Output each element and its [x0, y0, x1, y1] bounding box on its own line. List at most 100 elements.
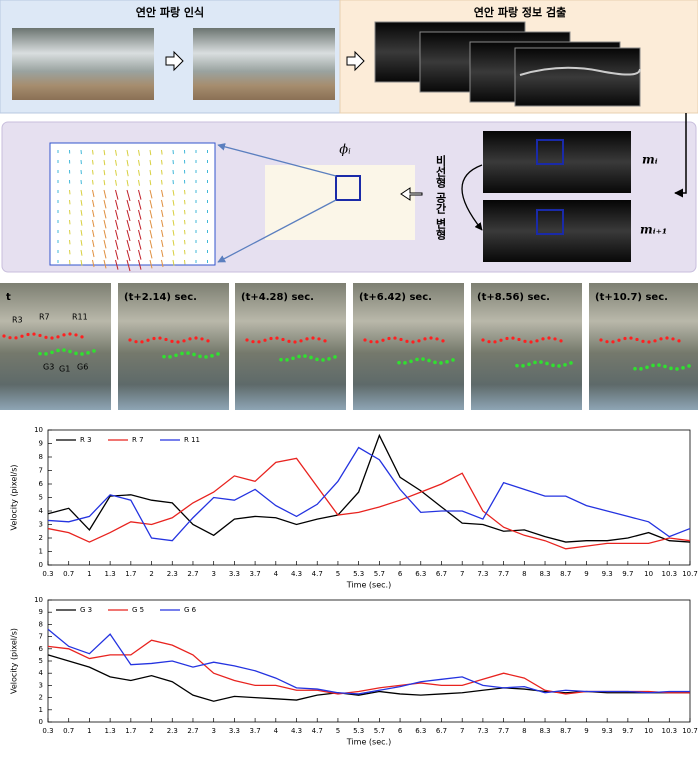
- phi-label: ϕᵢ: [339, 143, 351, 158]
- tracked-point: [363, 338, 366, 341]
- panel-title: 연안 파랑 정보 검출: [474, 5, 566, 19]
- tracked-point: [545, 362, 549, 366]
- y-tick-label: 1: [39, 706, 43, 714]
- tracked-point: [198, 355, 202, 359]
- x-tick-label: 3.3: [229, 570, 240, 578]
- x-tick-label: 3.7: [250, 727, 261, 735]
- vector: [93, 170, 94, 175]
- tracked-point: [647, 340, 650, 343]
- tracked-point: [487, 340, 490, 343]
- y-axis-label: Velocity (pixel/s): [10, 628, 19, 694]
- x-tick-label: 10.3: [661, 570, 677, 578]
- tracked-point: [134, 340, 137, 343]
- x-tick-label: 10.7: [682, 727, 698, 735]
- tracked-point: [493, 340, 496, 343]
- tracked-point: [499, 339, 502, 342]
- x-tick-label: 7.3: [477, 727, 488, 735]
- tracked-point: [415, 358, 419, 362]
- y-tick-label: 9: [39, 608, 43, 616]
- tracked-point: [168, 355, 172, 359]
- tracked-point: [14, 336, 17, 339]
- tracked-point: [399, 338, 402, 341]
- x-tick-label: 10: [644, 727, 653, 735]
- y-axis-label: Velocity (pixel/s): [10, 465, 19, 531]
- tracked-point: [403, 361, 407, 365]
- vector-field: [50, 143, 215, 265]
- vector: [70, 230, 71, 234]
- tracked-point: [533, 361, 537, 365]
- x-tick-label: 0.3: [42, 570, 53, 578]
- tracked-point: [681, 366, 685, 370]
- legend-label: G 6: [184, 606, 197, 614]
- x-tick-label: 1.7: [125, 570, 136, 578]
- legend-label: G 3: [80, 606, 92, 614]
- tracked-point: [176, 340, 179, 343]
- y-tick-label: 0: [39, 718, 43, 726]
- x-tick-label: 8: [522, 727, 526, 735]
- tracked-point: [158, 336, 161, 339]
- tracked-point: [251, 340, 254, 343]
- tracked-point: [20, 335, 23, 338]
- tracked-point: [665, 336, 668, 339]
- tracked-point: [204, 355, 208, 359]
- vector: [162, 180, 163, 185]
- vector: [70, 260, 71, 264]
- x-tick-label: 7: [460, 570, 464, 578]
- tracked-point: [68, 350, 72, 354]
- tracked-point: [263, 339, 266, 342]
- tracked-point: [38, 352, 42, 356]
- tracked-point: [441, 339, 444, 342]
- vector: [70, 250, 71, 254]
- vector: [185, 230, 186, 234]
- y-tick-label: 6: [39, 645, 44, 653]
- tracked-point: [381, 339, 384, 342]
- x-tick-label: 5.7: [374, 727, 385, 735]
- tracked-point: [423, 337, 426, 340]
- tracked-point: [611, 340, 614, 343]
- tracked-point: [527, 362, 531, 366]
- tracked-point: [56, 349, 60, 353]
- tracked-point: [439, 361, 443, 365]
- x-tick-label: 4.3: [291, 570, 302, 578]
- tracked-point: [170, 340, 173, 343]
- tracked-point: [675, 367, 679, 371]
- vector: [162, 160, 163, 165]
- point-label: G1: [59, 365, 70, 374]
- tracked-point: [553, 337, 556, 340]
- tracked-point: [645, 365, 649, 369]
- y-tick-label: 10: [34, 426, 43, 434]
- x-tick-label: 10.3: [661, 727, 677, 735]
- legend-label: R 7: [132, 436, 144, 444]
- x-tick-label: 5.3: [353, 570, 364, 578]
- tracked-point: [535, 339, 538, 342]
- tracked-point: [663, 365, 667, 369]
- x-tick-label: 0.7: [63, 570, 74, 578]
- y-tick-label: 7: [39, 467, 43, 475]
- frame-photo: [0, 283, 111, 410]
- tracked-point: [653, 339, 656, 342]
- tracked-point: [188, 337, 191, 340]
- tracked-point: [569, 361, 573, 365]
- y-tick-label: 7: [39, 633, 43, 641]
- vector: [70, 200, 71, 204]
- tracked-point: [505, 337, 508, 340]
- x-tick-label: 4.7: [312, 570, 323, 578]
- point-label: R7: [39, 313, 50, 322]
- x-tick-label: 2.7: [187, 727, 198, 735]
- x-tick-label: 7.3: [477, 570, 488, 578]
- tracked-point: [281, 338, 284, 341]
- tracked-point: [38, 334, 41, 337]
- vector: [70, 210, 71, 214]
- tracked-point: [333, 355, 337, 359]
- y-tick-label: 3: [39, 521, 43, 529]
- x-tick-label: 9.7: [622, 570, 633, 578]
- tracked-point: [86, 351, 90, 355]
- tracked-point: [547, 336, 550, 339]
- x-tick-label: 0.3: [42, 727, 53, 735]
- tracked-point: [152, 337, 155, 340]
- legend-label: R 11: [184, 436, 200, 444]
- tracked-point: [56, 335, 59, 338]
- tracked-point: [186, 351, 190, 355]
- tracked-point: [62, 333, 65, 336]
- tracked-point: [206, 339, 209, 342]
